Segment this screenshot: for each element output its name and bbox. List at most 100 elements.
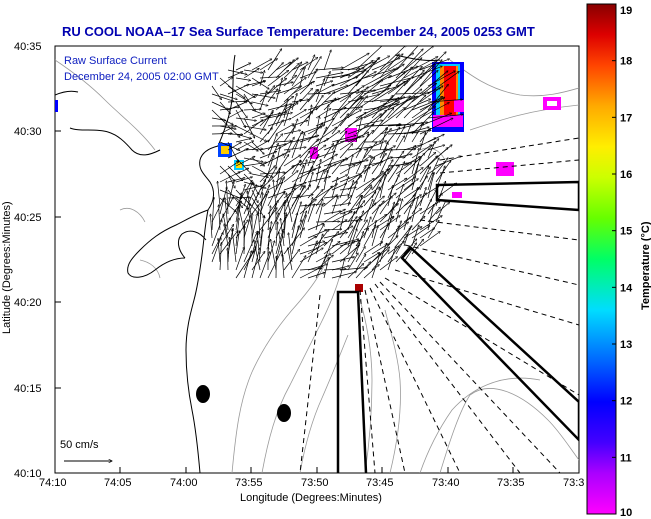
y-tick-label: 40:35 xyxy=(14,41,42,53)
current-vector xyxy=(307,273,325,279)
current-vector xyxy=(227,178,245,183)
current-vector xyxy=(395,247,410,263)
current-vector xyxy=(219,93,237,99)
current-vector xyxy=(283,188,295,215)
current-vector xyxy=(267,155,274,175)
current-vector xyxy=(371,54,403,79)
current-vector xyxy=(363,199,373,223)
current-vector xyxy=(315,255,327,279)
current-vector xyxy=(323,85,348,95)
marker-dot-2 xyxy=(277,404,291,422)
current-vector xyxy=(363,192,376,207)
current-vector xyxy=(411,216,425,231)
current-vector xyxy=(411,164,419,191)
current-vector xyxy=(219,165,235,181)
current-vector xyxy=(267,89,278,103)
current-vector xyxy=(403,46,434,71)
x-tick-label: 73:55 xyxy=(235,477,263,489)
current-vector xyxy=(315,254,331,263)
y-tick-label: 40:25 xyxy=(14,212,42,224)
current-vector xyxy=(427,71,459,95)
current-vector xyxy=(347,229,357,255)
current-vector xyxy=(267,49,282,71)
plot-area: Raw Surface Current December 24, 2005 02… xyxy=(54,45,580,474)
current-vector xyxy=(411,148,419,175)
current-vector xyxy=(411,196,418,223)
current-vector xyxy=(339,268,368,271)
current-vector xyxy=(219,117,233,125)
current-vector xyxy=(323,257,329,279)
current-vector xyxy=(267,134,277,159)
current-vector xyxy=(299,248,319,255)
colorbar-tick-label: 17 xyxy=(620,112,632,124)
current-vector xyxy=(395,96,417,119)
current-vector xyxy=(347,160,368,167)
current-vector xyxy=(243,162,267,167)
current-vector xyxy=(275,166,294,183)
y-axis: 40:35 40:30 40:25 40:20 40:15 40:10 Lati… xyxy=(1,41,61,480)
current-vector xyxy=(299,136,318,143)
current-vector xyxy=(347,175,362,191)
current-vector xyxy=(355,130,374,151)
current-vector xyxy=(387,151,404,175)
current-vector xyxy=(224,224,229,247)
current-vector xyxy=(339,92,363,111)
current-vector xyxy=(363,242,383,255)
current-vector xyxy=(291,213,297,239)
current-vector xyxy=(363,187,380,199)
current-vector xyxy=(243,157,263,162)
current-vector xyxy=(339,144,353,159)
current-vector xyxy=(299,248,323,263)
current-vector xyxy=(347,264,364,279)
current-vector xyxy=(251,133,267,142)
current-vector xyxy=(267,134,283,151)
current-vector xyxy=(251,59,272,71)
current-vector xyxy=(251,109,271,117)
current-vector xyxy=(219,242,221,271)
current-vector xyxy=(211,198,224,223)
current-vector xyxy=(227,134,243,135)
colorbar-tick-label: 11 xyxy=(620,452,632,464)
current-vector xyxy=(419,132,426,151)
current-vector xyxy=(419,216,442,231)
current-vector xyxy=(291,62,302,79)
radial-dashed-lines xyxy=(299,137,579,473)
current-vector xyxy=(307,264,328,271)
current-vector xyxy=(387,81,408,103)
current-vector xyxy=(251,248,260,279)
current-vector xyxy=(267,206,271,231)
current-vector xyxy=(379,149,392,175)
current-vector xyxy=(403,145,416,159)
current-vector xyxy=(427,173,433,191)
current-vector xyxy=(251,165,273,177)
current-vector xyxy=(239,206,245,231)
current-vector xyxy=(235,85,256,98)
current-vector xyxy=(307,204,314,223)
x-tick-label: 73:35 xyxy=(497,477,525,489)
current-vector xyxy=(371,153,386,175)
current-vector xyxy=(283,171,298,183)
current-vector xyxy=(427,193,442,215)
current-vector xyxy=(323,195,338,207)
current-vector xyxy=(259,91,267,111)
current-vector xyxy=(315,159,321,183)
current-vector xyxy=(288,248,293,271)
current-vector xyxy=(275,124,294,135)
current-vector xyxy=(363,68,399,79)
current-vector xyxy=(299,236,316,247)
current-vector xyxy=(347,195,362,215)
current-vector-field xyxy=(210,46,463,279)
current-vector xyxy=(299,108,318,119)
current-vector xyxy=(411,123,424,143)
current-vector xyxy=(307,154,319,175)
current-vector xyxy=(315,204,323,231)
current-vector xyxy=(307,57,321,79)
current-vector xyxy=(363,253,381,271)
current-vector xyxy=(387,202,394,223)
current-vector xyxy=(403,99,431,111)
current-vector xyxy=(315,79,325,103)
current-vector xyxy=(379,257,398,271)
current-vector xyxy=(323,157,333,175)
current-vector xyxy=(395,46,419,71)
